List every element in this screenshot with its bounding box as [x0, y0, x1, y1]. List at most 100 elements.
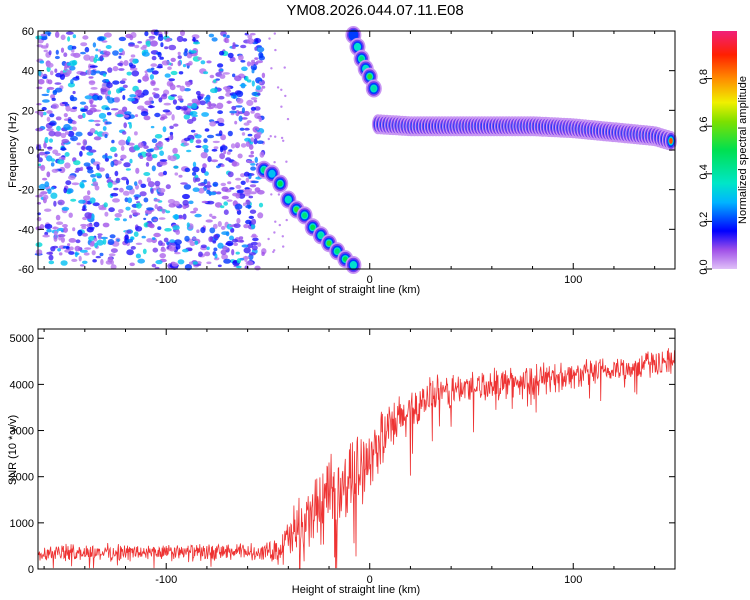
- spectrogram-noise-cell: [60, 146, 66, 151]
- spectrogram-noise-cell: [50, 186, 55, 190]
- spectrogram-noise-cell: [256, 60, 263, 64]
- spectrogram-noise-cell: [160, 42, 164, 48]
- spectrogram-noise-cell: [132, 58, 138, 64]
- spectrogram-noise-cell: [125, 206, 131, 211]
- spectrogram-noise-cell: [191, 103, 198, 109]
- spectrogram-noise-cell: [251, 245, 258, 251]
- spectrogram-noise-cell: [151, 263, 157, 268]
- snr-y-tick-label: 1000: [10, 518, 34, 530]
- spectrogram-noise-cell: [139, 155, 144, 159]
- spectrogram-noise-cell: [94, 185, 100, 191]
- spectrogram-noise-cell: [182, 248, 189, 253]
- spectrogram-noise-cell: [143, 217, 147, 221]
- spectrogram-noise-cell: [226, 199, 233, 202]
- spectrogram-noise-cell: [122, 84, 128, 89]
- spectrogram-noise-cell: [221, 195, 229, 200]
- spectrogram-noise-cell: [145, 40, 151, 47]
- spectrogram-noise-cell: [256, 131, 262, 136]
- spectrogram-noise-cell: [239, 84, 247, 87]
- spectrogram-noise-cell: [274, 48, 277, 52]
- spectrogram-noise-cell: [162, 109, 171, 113]
- spectrogram-noise-cell: [163, 237, 169, 243]
- spectrogram-noise-cell: [36, 86, 43, 90]
- spectrogram-noise-cell: [163, 170, 167, 176]
- spectrogram-noise-cell: [83, 195, 91, 201]
- spectrogram-noise-cell: [250, 110, 255, 114]
- spectrogram-noise-cell: [213, 234, 218, 239]
- spectrogram-noise-cell: [247, 38, 254, 45]
- spectrogram-noise-cell: [154, 204, 158, 210]
- spectrogram-noise-cell: [165, 210, 171, 214]
- spectrogram-noise-cell: [229, 187, 235, 190]
- spectrogram-noise-cell: [122, 131, 127, 135]
- snr-series-line: [37, 348, 676, 569]
- spectrogram-noise-cell: [153, 232, 161, 238]
- spectrogram-noise-cell: [247, 34, 253, 39]
- spectrogram-noise-cell: [190, 210, 197, 214]
- spectrogram-noise-cell: [192, 166, 200, 173]
- spectrogram-noise-cell: [111, 139, 115, 144]
- spectrogram-noise-cell: [142, 51, 150, 57]
- spectrogram-noise-cell: [130, 54, 136, 58]
- spectrogram-noise-cell: [137, 105, 145, 110]
- spectrogram-lower-branch-peak: [285, 196, 291, 203]
- spectrogram-noise-cell: [190, 50, 197, 54]
- spectrogram-noise-cell: [258, 81, 262, 85]
- spectrogram-noise-cell: [122, 190, 130, 196]
- spectrogram-noise-cell: [169, 84, 176, 91]
- spectrogram-noise-cell: [274, 220, 277, 223]
- spectrogram-noise-cell: [80, 51, 86, 55]
- spectrogram-noise-cell: [118, 36, 127, 42]
- spectrogram-noise-cell: [173, 123, 179, 127]
- spectrogram-noise-cell: [55, 116, 62, 121]
- spectrogram-noise-cell: [152, 247, 159, 253]
- spectrogram-noise-cell: [99, 55, 104, 62]
- spectrogram-noise-cell: [261, 85, 266, 89]
- spectrogram-y-tick-label: 40: [22, 66, 34, 78]
- spectrogram-noise-cell: [70, 96, 78, 102]
- spectrogram-noise-cell: [77, 114, 84, 119]
- spectrogram-noise-cell: [78, 255, 82, 262]
- spectrogram-noise-cell: [88, 119, 95, 122]
- spectrogram-noise-cell: [83, 162, 91, 167]
- spectrogram-noise-cell: [188, 261, 194, 265]
- spectrogram-noise-cell: [206, 181, 211, 187]
- spectrogram-noise-cell: [68, 175, 76, 181]
- spectrogram-noise-cell: [112, 80, 120, 85]
- spectrogram-noise-cell: [192, 36, 196, 42]
- spectrogram-noise-cell: [172, 214, 180, 220]
- spectrogram-noise-cell: [118, 55, 122, 59]
- spectrogram-noise-cell: [75, 131, 83, 137]
- spectrogram-noise-cell: [250, 163, 256, 166]
- spectrogram-noise-cell: [232, 93, 237, 99]
- spectrogram-noise-cell: [250, 241, 259, 246]
- spectrogram-noise-cell: [157, 226, 162, 231]
- spectrogram-noise-cell: [153, 87, 160, 91]
- spectrogram-noise-cell: [250, 180, 259, 184]
- spectrogram-noise-cell: [175, 229, 180, 235]
- spectrogram-noise-cell: [221, 186, 229, 192]
- spectrogram-noise-cell: [47, 188, 52, 194]
- spectrogram-noise-cell: [140, 111, 149, 117]
- snr-y-tick-label: 5000: [10, 333, 34, 345]
- spectrogram-noise-cell: [59, 166, 66, 174]
- spectrogram-noise-cell: [102, 222, 110, 228]
- spectrogram-noise-cell: [143, 172, 151, 176]
- spectrogram-noise-cell: [164, 46, 169, 50]
- spectrogram-noise-cell: [79, 71, 88, 76]
- spectrogram-noise-cell: [146, 68, 154, 73]
- spectrogram-noise-cell: [70, 52, 77, 57]
- spectrogram-noise-cell: [216, 165, 221, 169]
- spectrogram-noise-cell: [139, 191, 147, 197]
- spectrogram-noise-cell: [276, 86, 280, 89]
- spectrogram-noise-cell: [134, 44, 140, 49]
- spectrogram-noise-cell: [210, 159, 219, 163]
- spectrogram-noise-cell: [169, 155, 177, 162]
- spectrogram-noise-cell: [99, 252, 104, 257]
- spectrogram-noise-cell: [89, 197, 96, 204]
- spectrogram-lower-branch-peak: [269, 171, 275, 177]
- spectrogram-noise-cell: [213, 79, 217, 83]
- spectrogram-noise-cell: [72, 106, 78, 110]
- spectrogram-noise-cell: [41, 93, 50, 97]
